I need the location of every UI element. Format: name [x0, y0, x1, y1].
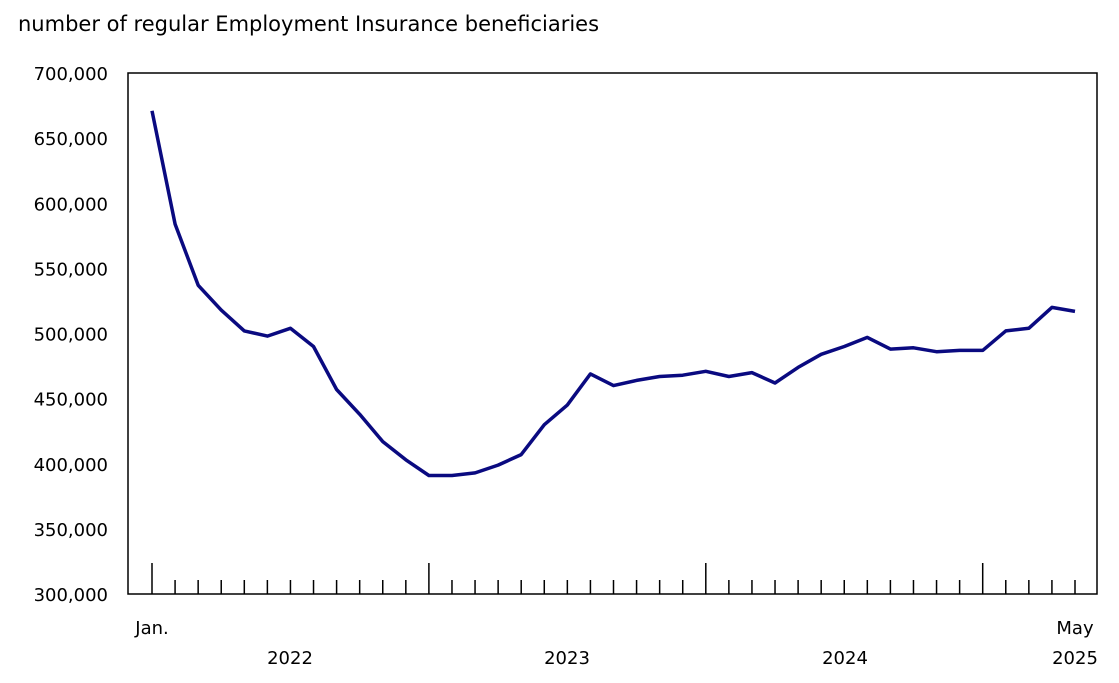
y-tick-label: 550,000: [34, 259, 108, 280]
x-start-label: Jan.: [134, 618, 168, 639]
y-tick-label: 350,000: [34, 520, 108, 541]
year-label: 2024: [822, 648, 868, 669]
y-tick-label: 500,000: [34, 325, 108, 346]
x-end-label: May: [1056, 618, 1094, 639]
y-tick-label: 650,000: [34, 129, 108, 150]
series-line: [150, 110, 1076, 478]
y-tick-label: 600,000: [34, 194, 108, 215]
year-label: 2022: [267, 648, 313, 669]
y-tick-label: 450,000: [34, 390, 108, 411]
y-tick-label: 700,000: [34, 64, 108, 85]
y-tick-label: 300,000: [34, 585, 108, 606]
year-labels: 2022 2023 2024 2025: [267, 648, 1098, 669]
plot-frame: [127, 72, 1098, 595]
year-label: 2025: [1052, 648, 1098, 669]
y-tick-label: 400,000: [34, 455, 108, 476]
y-axis: 300,000 350,000 400,000 450,000 500,000 550,0…: [34, 64, 108, 606]
x-axis: [151, 563, 1076, 594]
chart-title: number of regular Employment Insurance b…: [18, 12, 599, 36]
year-label: 2023: [544, 648, 590, 669]
